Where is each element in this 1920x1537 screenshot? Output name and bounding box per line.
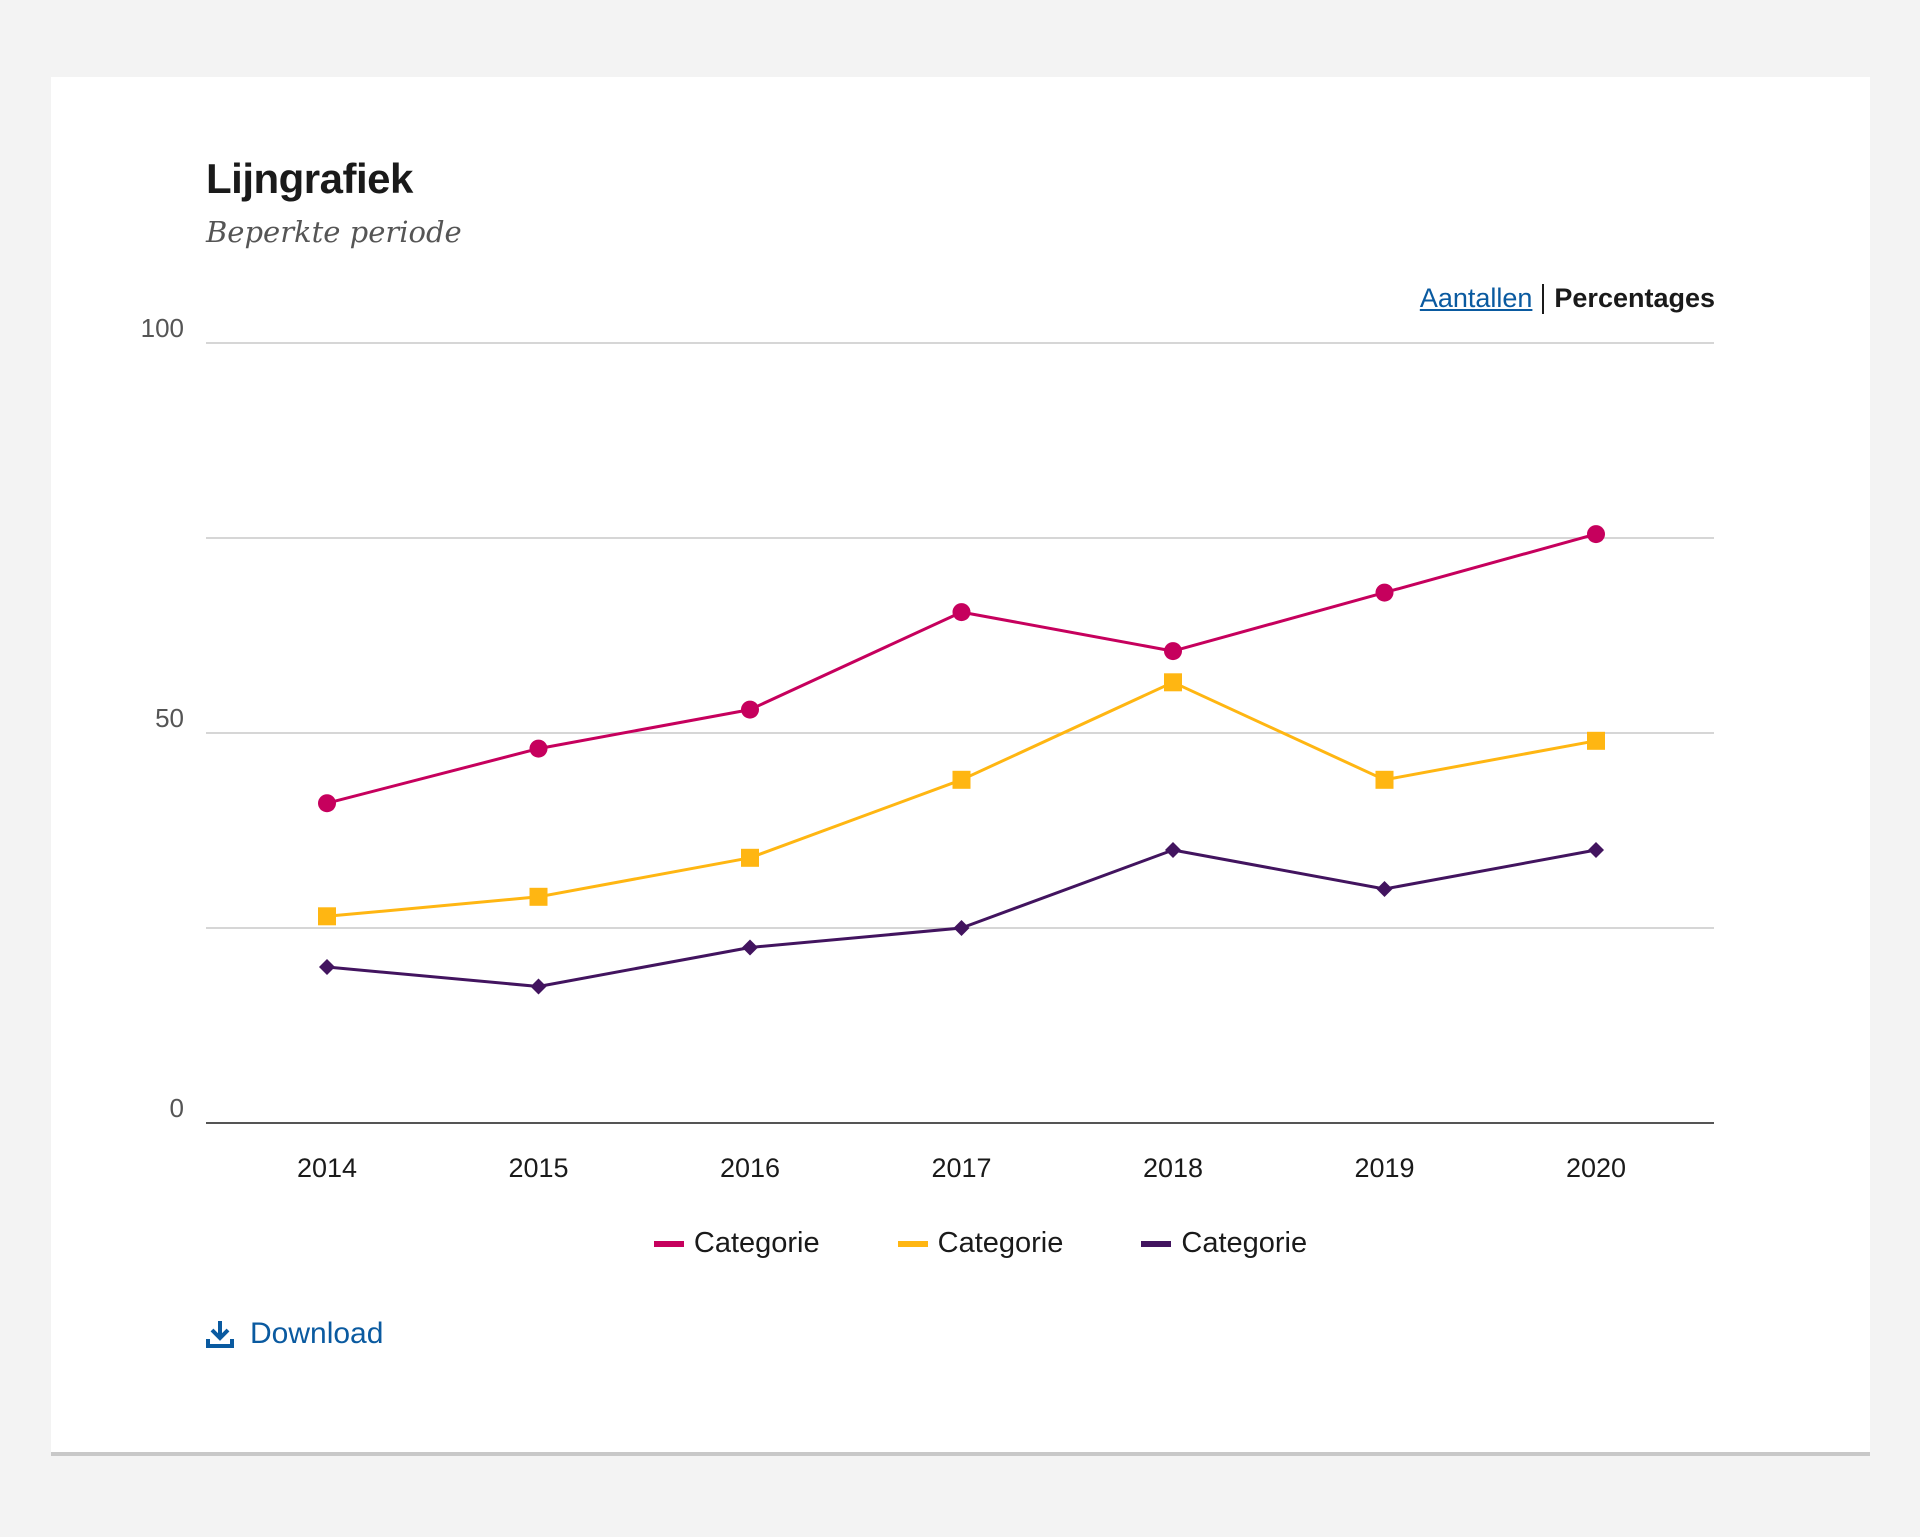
- data-point: [1164, 642, 1182, 661]
- unit-toggle: Aantallen Percentages: [1420, 283, 1715, 314]
- data-point: [1376, 881, 1393, 897]
- y-tick-label: 100: [141, 313, 184, 343]
- legend-item: Categorie: [897, 1227, 1064, 1260]
- series-lines: [318, 525, 1605, 995]
- legend-label: Categorie: [1181, 1227, 1308, 1259]
- counts-link[interactable]: Aantallen: [1419, 283, 1533, 313]
- data-point: [1164, 673, 1182, 692]
- data-point: [1588, 842, 1604, 858]
- data-point: [1587, 525, 1605, 544]
- data-point: [742, 939, 758, 956]
- data-point: [1165, 842, 1181, 858]
- series-2: [319, 842, 1604, 995]
- data-point: [952, 770, 971, 789]
- x-tick-label: 2018: [1143, 1153, 1203, 1183]
- y-tick-label: 50: [155, 703, 184, 733]
- x-tick-label: 2015: [508, 1153, 568, 1183]
- data-point: [529, 739, 548, 758]
- data-point: [1375, 770, 1394, 789]
- data-point: [952, 603, 971, 622]
- download-link[interactable]: Download: [206, 1317, 383, 1351]
- legend-item: Categorie: [1141, 1227, 1307, 1260]
- line-chart: 0 50 100 2014 2015 2016 2017 2018 2019 2020: [141, 313, 1714, 1183]
- x-tick-label: 2016: [720, 1153, 780, 1183]
- x-tick-label: 2020: [1566, 1153, 1626, 1183]
- grid-lines: [206, 342, 1714, 1124]
- y-axis-ticks: 0 50 100: [141, 313, 184, 1123]
- series-line: [326, 532, 1597, 805]
- chart-legend: Categorie Categorie Categorie: [51, 1227, 1870, 1260]
- chart-card: Lijngrafiek Beperkte periode Aantallen P…: [51, 77, 1870, 1456]
- download-label: Download: [250, 1317, 384, 1350]
- series-line: [326, 848, 1597, 988]
- data-point: [318, 907, 336, 926]
- data-point: [741, 848, 759, 867]
- legend-swatch: [653, 1240, 684, 1247]
- x-axis-ticks: 2014 2015 2016 2017 2018 2019 2020: [297, 1153, 1626, 1183]
- series-line: [326, 680, 1597, 918]
- data-point: [741, 700, 759, 719]
- legend-item: Categorie: [653, 1227, 820, 1260]
- series-0: [318, 525, 1605, 813]
- series-1: [318, 673, 1605, 926]
- toggle-separator: [1542, 283, 1545, 314]
- y-tick-label: 0: [170, 1093, 184, 1123]
- x-tick-label: 2019: [1354, 1153, 1414, 1183]
- chart-subtitle: Beperkte periode: [206, 215, 462, 249]
- data-point: [953, 920, 970, 936]
- x-tick-label: 2017: [931, 1153, 991, 1183]
- legend-swatch: [1141, 1240, 1172, 1247]
- x-tick-label: 2014: [297, 1153, 357, 1183]
- data-point: [530, 978, 547, 995]
- data-point: [318, 794, 336, 813]
- data-point: [1587, 731, 1605, 750]
- legend-label: Categorie: [693, 1227, 820, 1259]
- data-point: [319, 959, 335, 975]
- legend-swatch: [897, 1240, 928, 1247]
- chart-title: Lijngrafiek: [206, 155, 413, 202]
- legend-label: Categorie: [937, 1227, 1064, 1259]
- data-point: [529, 887, 548, 906]
- percentages-option[interactable]: Percentages: [1554, 283, 1715, 313]
- download-icon: [206, 1321, 234, 1348]
- data-point: [1375, 583, 1394, 602]
